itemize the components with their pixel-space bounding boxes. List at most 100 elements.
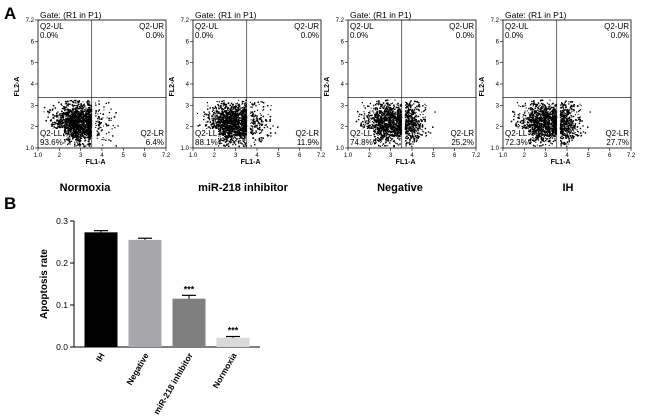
- event-dot: [251, 115, 254, 118]
- event-dot: [379, 133, 382, 136]
- event-dot: [79, 130, 81, 132]
- event-dot: [56, 120, 58, 122]
- event-dot: [108, 102, 110, 104]
- event-dot: [113, 116, 116, 118]
- event-dot: [74, 133, 76, 136]
- event-dot: [245, 109, 248, 111]
- event-dot: [410, 128, 412, 130]
- event-dot: [66, 127, 68, 129]
- event-dot: [254, 126, 256, 128]
- event-dot: [86, 123, 88, 125]
- event-dot: [203, 118, 205, 121]
- event-dot: [240, 114, 243, 117]
- event-dot: [536, 129, 538, 131]
- event-dot: [399, 116, 401, 118]
- event-dot: [57, 111, 59, 113]
- event-dot: [389, 131, 391, 133]
- event-dot: [393, 104, 395, 106]
- event-dot: [234, 134, 236, 137]
- event-dot: [235, 128, 237, 130]
- event-dot: [258, 139, 261, 142]
- event-dot: [244, 134, 246, 136]
- event-dot: [83, 117, 86, 120]
- event-dot: [380, 120, 382, 122]
- event-dot: [380, 133, 382, 135]
- event-dot: [237, 112, 239, 114]
- event-dot: [379, 116, 381, 118]
- event-dot: [418, 102, 420, 104]
- event-dot: [406, 115, 409, 118]
- event-dot: [52, 123, 55, 126]
- event-dot: [230, 130, 232, 133]
- event-dot: [400, 119, 402, 121]
- event-dot: [66, 113, 68, 115]
- event-dot: [374, 131, 376, 133]
- event-dot: [80, 133, 82, 135]
- event-dot: [385, 109, 387, 111]
- event-dot: [398, 108, 401, 111]
- event-dot: [574, 132, 576, 134]
- event-dot: [384, 130, 387, 132]
- event-dot: [86, 112, 88, 115]
- event-dot: [385, 108, 387, 110]
- event-dot: [396, 133, 398, 135]
- event-dot: [100, 118, 103, 120]
- event-dot: [75, 114, 77, 117]
- event-dot: [66, 122, 68, 124]
- event-dot: [81, 135, 83, 137]
- event-dot: [410, 121, 412, 123]
- event-dot: [86, 120, 89, 122]
- event-dot: [383, 115, 385, 118]
- event-dot: [423, 118, 425, 121]
- event-dot: [379, 117, 382, 119]
- event-dot: [378, 119, 380, 122]
- event-dot: [377, 114, 380, 116]
- event-dot: [82, 123, 84, 125]
- event-dot: [245, 113, 247, 116]
- label-backing: [39, 138, 63, 147]
- event-dot: [546, 106, 548, 108]
- event-dot: [213, 125, 216, 128]
- event-dot: [530, 133, 532, 135]
- event-dot: [233, 129, 236, 131]
- event-dot: [230, 137, 233, 139]
- event-dot: [87, 116, 89, 118]
- event-dot: [265, 124, 268, 126]
- event-dot: [82, 120, 85, 123]
- event-dot: [234, 118, 236, 120]
- event-dot: [215, 119, 217, 121]
- event-dot: [79, 122, 81, 124]
- event-dot: [78, 104, 80, 106]
- event-dot: [374, 136, 376, 138]
- event-dot: [564, 113, 566, 115]
- event-dot: [64, 113, 66, 116]
- event-dot: [66, 139, 68, 141]
- event-dot: [77, 117, 79, 119]
- event-dot: [73, 111, 76, 114]
- event-dot: [223, 138, 225, 140]
- event-dot: [212, 120, 215, 122]
- event-dot: [83, 104, 85, 106]
- event-dot: [90, 120, 92, 123]
- event-dot: [387, 108, 389, 110]
- event-dot: [214, 110, 216, 112]
- event-dot: [388, 125, 390, 128]
- event-dot: [79, 134, 82, 137]
- event-dot: [392, 119, 394, 121]
- event-dot: [570, 108, 572, 110]
- event-dot: [222, 140, 225, 142]
- event-dot: [77, 134, 79, 136]
- event-dot: [225, 144, 228, 146]
- event-dot: [229, 114, 232, 117]
- event-dot: [209, 113, 211, 115]
- event-dot: [222, 116, 224, 118]
- event-dot: [229, 118, 231, 120]
- event-dot: [269, 115, 272, 118]
- event-dot: [260, 101, 262, 103]
- event-dot: [65, 100, 67, 103]
- event-dot: [69, 134, 71, 136]
- event-dot: [95, 110, 97, 112]
- event-dot: [413, 112, 416, 114]
- event-dot: [380, 105, 382, 108]
- event-dot: [406, 119, 408, 122]
